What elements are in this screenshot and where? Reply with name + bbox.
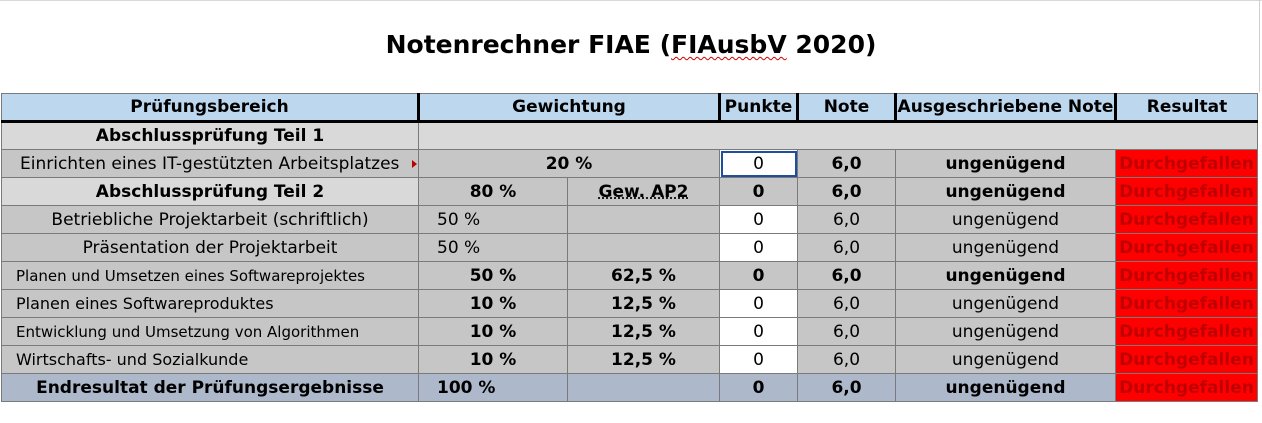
punkte-cell[interactable]: 0 [719,261,798,290]
table-row: Präsentation der Projektarbeit 50 % 0 6,… [1,233,1258,262]
ausgeschrieben-cell[interactable]: ungenügend [895,205,1116,234]
row-label[interactable]: Betriebliche Projektarbeit (schriftlich) [1,205,419,234]
result-badge[interactable]: Durchgefallen [1115,289,1258,318]
row-weight[interactable]: 10 % [418,345,568,374]
note-cell[interactable]: 6,0 [797,233,896,262]
table-row: Entwicklung und Umsetzung von Algorithme… [1,317,1258,346]
row-label[interactable]: Wirtschafts- und Sozialkunde [1,345,419,374]
result-badge[interactable]: Durchgefallen [1115,317,1258,346]
row-weight[interactable]: 20 % [418,149,720,178]
header-gewichtung[interactable]: Gewichtung [418,93,721,123]
title-part-1: Notenrechner FIAE ( [385,30,672,59]
note-cell[interactable]: 6,0 [797,345,896,374]
punkte-input[interactable]: 0 [719,205,798,234]
title-part-2: 2020) [786,30,877,59]
punkte-input[interactable]: 0 [719,233,798,262]
note-cell[interactable]: 6,0 [797,317,896,346]
ausgeschrieben-cell[interactable]: ungenügend [895,149,1116,178]
row-weight[interactable]: 10 % [418,317,568,346]
note-cell[interactable]: 6,0 [797,205,896,234]
note-cell[interactable]: 6,0 [797,177,896,206]
grade-table: Prüfungsbereich Gewichtung Punkte Note A… [1,93,1258,402]
ausgeschrieben-cell[interactable]: ungenügend [895,261,1116,290]
table-row: Einrichten eines IT-gestützten Arbeitspl… [1,149,1258,178]
table-row: Wirtschafts- und Sozialkunde 10 % 12,5 %… [1,345,1258,374]
table-row: Betriebliche Projektarbeit (schriftlich)… [1,205,1258,234]
total-weight[interactable]: 100 % [418,373,568,402]
punkte-input[interactable]: 0 [719,345,798,374]
section-row-ap1: Abschlussprüfung Teil 1 [1,121,1258,150]
section-ap1-blank[interactable] [418,121,1258,150]
title-spellcheck-word: FIAusbV [671,30,787,59]
total-ausgeschrieben[interactable]: ungenügend [895,373,1116,402]
punkte-input[interactable]: 0 [719,149,798,178]
row-weight-ap2[interactable] [567,205,720,234]
ausgeschrieben-cell[interactable]: ungenügend [895,289,1116,318]
ausgeschrieben-cell[interactable]: ungenügend [895,317,1116,346]
header-resultat[interactable]: Resultat [1115,93,1258,123]
header-pruefungsbereich[interactable]: Prüfungsbereich [1,93,420,123]
row-weight-ap2[interactable]: 62,5 % [567,261,720,290]
result-badge[interactable]: Durchgefallen [1115,205,1258,234]
row-label[interactable]: Planen eines Softwareproduktes [1,289,419,318]
row-weight[interactable]: 50 % [418,205,568,234]
total-result-badge[interactable]: Durchgefallen [1115,373,1258,402]
row-label[interactable]: Planen und Umsetzen eines Softwareprojek… [1,261,419,290]
total-weight-ap2[interactable] [567,373,720,402]
table-row: Abschlussprüfung Teil 2 80 % Gew. AP2 0 … [1,177,1258,206]
result-badge[interactable]: Durchgefallen [1115,177,1258,206]
header-punkte[interactable]: Punkte [719,93,799,123]
row-weight-ap2[interactable]: 12,5 % [567,317,720,346]
top-gridline [0,0,1262,1]
row-label[interactable]: Einrichten eines IT-gestützten Arbeitspl… [1,149,419,178]
table-row: Planen und Umsetzen eines Softwareprojek… [1,261,1258,290]
total-punkte[interactable]: 0 [719,373,798,402]
total-note[interactable]: 6,0 [797,373,896,402]
result-badge[interactable]: Durchgefallen [1115,261,1258,290]
row-weight-ap2[interactable]: 12,5 % [567,345,720,374]
result-badge[interactable]: Durchgefallen [1115,149,1258,178]
table-row: Planen eines Softwareproduktes 10 % 12,5… [1,289,1258,318]
result-badge[interactable]: Durchgefallen [1115,345,1258,374]
header-note[interactable]: Note [797,93,897,123]
ausgeschrieben-cell[interactable]: ungenügend [895,177,1116,206]
ausgeschrieben-cell[interactable]: ungenügend [895,233,1116,262]
row-weight[interactable]: 50 % [418,261,568,290]
right-gridline [1259,0,1260,92]
punkte-cell[interactable]: 0 [719,177,798,206]
punkte-input[interactable]: 0 [719,317,798,346]
section-ap1-label[interactable]: Abschlussprüfung Teil 1 [1,121,419,150]
page-title: Notenrechner FIAE (FIAusbV 2020) [0,30,1262,59]
result-badge[interactable]: Durchgefallen [1115,233,1258,262]
ausgeschrieben-cell[interactable]: ungenügend [895,345,1116,374]
row-weight[interactable]: 80 % [418,177,568,206]
row-weight[interactable]: 10 % [418,289,568,318]
header-ausgeschriebene-note[interactable]: Ausgeschriebene Note [895,93,1117,123]
row-label[interactable]: Entwicklung und Umsetzung von Algorithme… [1,317,419,346]
note-cell[interactable]: 6,0 [797,149,896,178]
row-weight-ap2[interactable]: Gew. AP2 [567,177,720,206]
row-label[interactable]: Präsentation der Projektarbeit [1,233,419,262]
header-row: Prüfungsbereich Gewichtung Punkte Note A… [1,93,1258,123]
row-weight-ap2[interactable] [567,233,720,262]
total-row: Endresultat der Prüfungsergebnisse 100 %… [1,373,1258,402]
note-cell[interactable]: 6,0 [797,289,896,318]
row-label[interactable]: Abschlussprüfung Teil 2 [1,177,419,206]
punkte-input[interactable]: 0 [719,289,798,318]
row-weight-ap2[interactable]: 12,5 % [567,289,720,318]
total-label[interactable]: Endresultat der Prüfungsergebnisse [1,373,419,402]
row-weight[interactable]: 50 % [418,233,568,262]
note-cell[interactable]: 6,0 [797,261,896,290]
